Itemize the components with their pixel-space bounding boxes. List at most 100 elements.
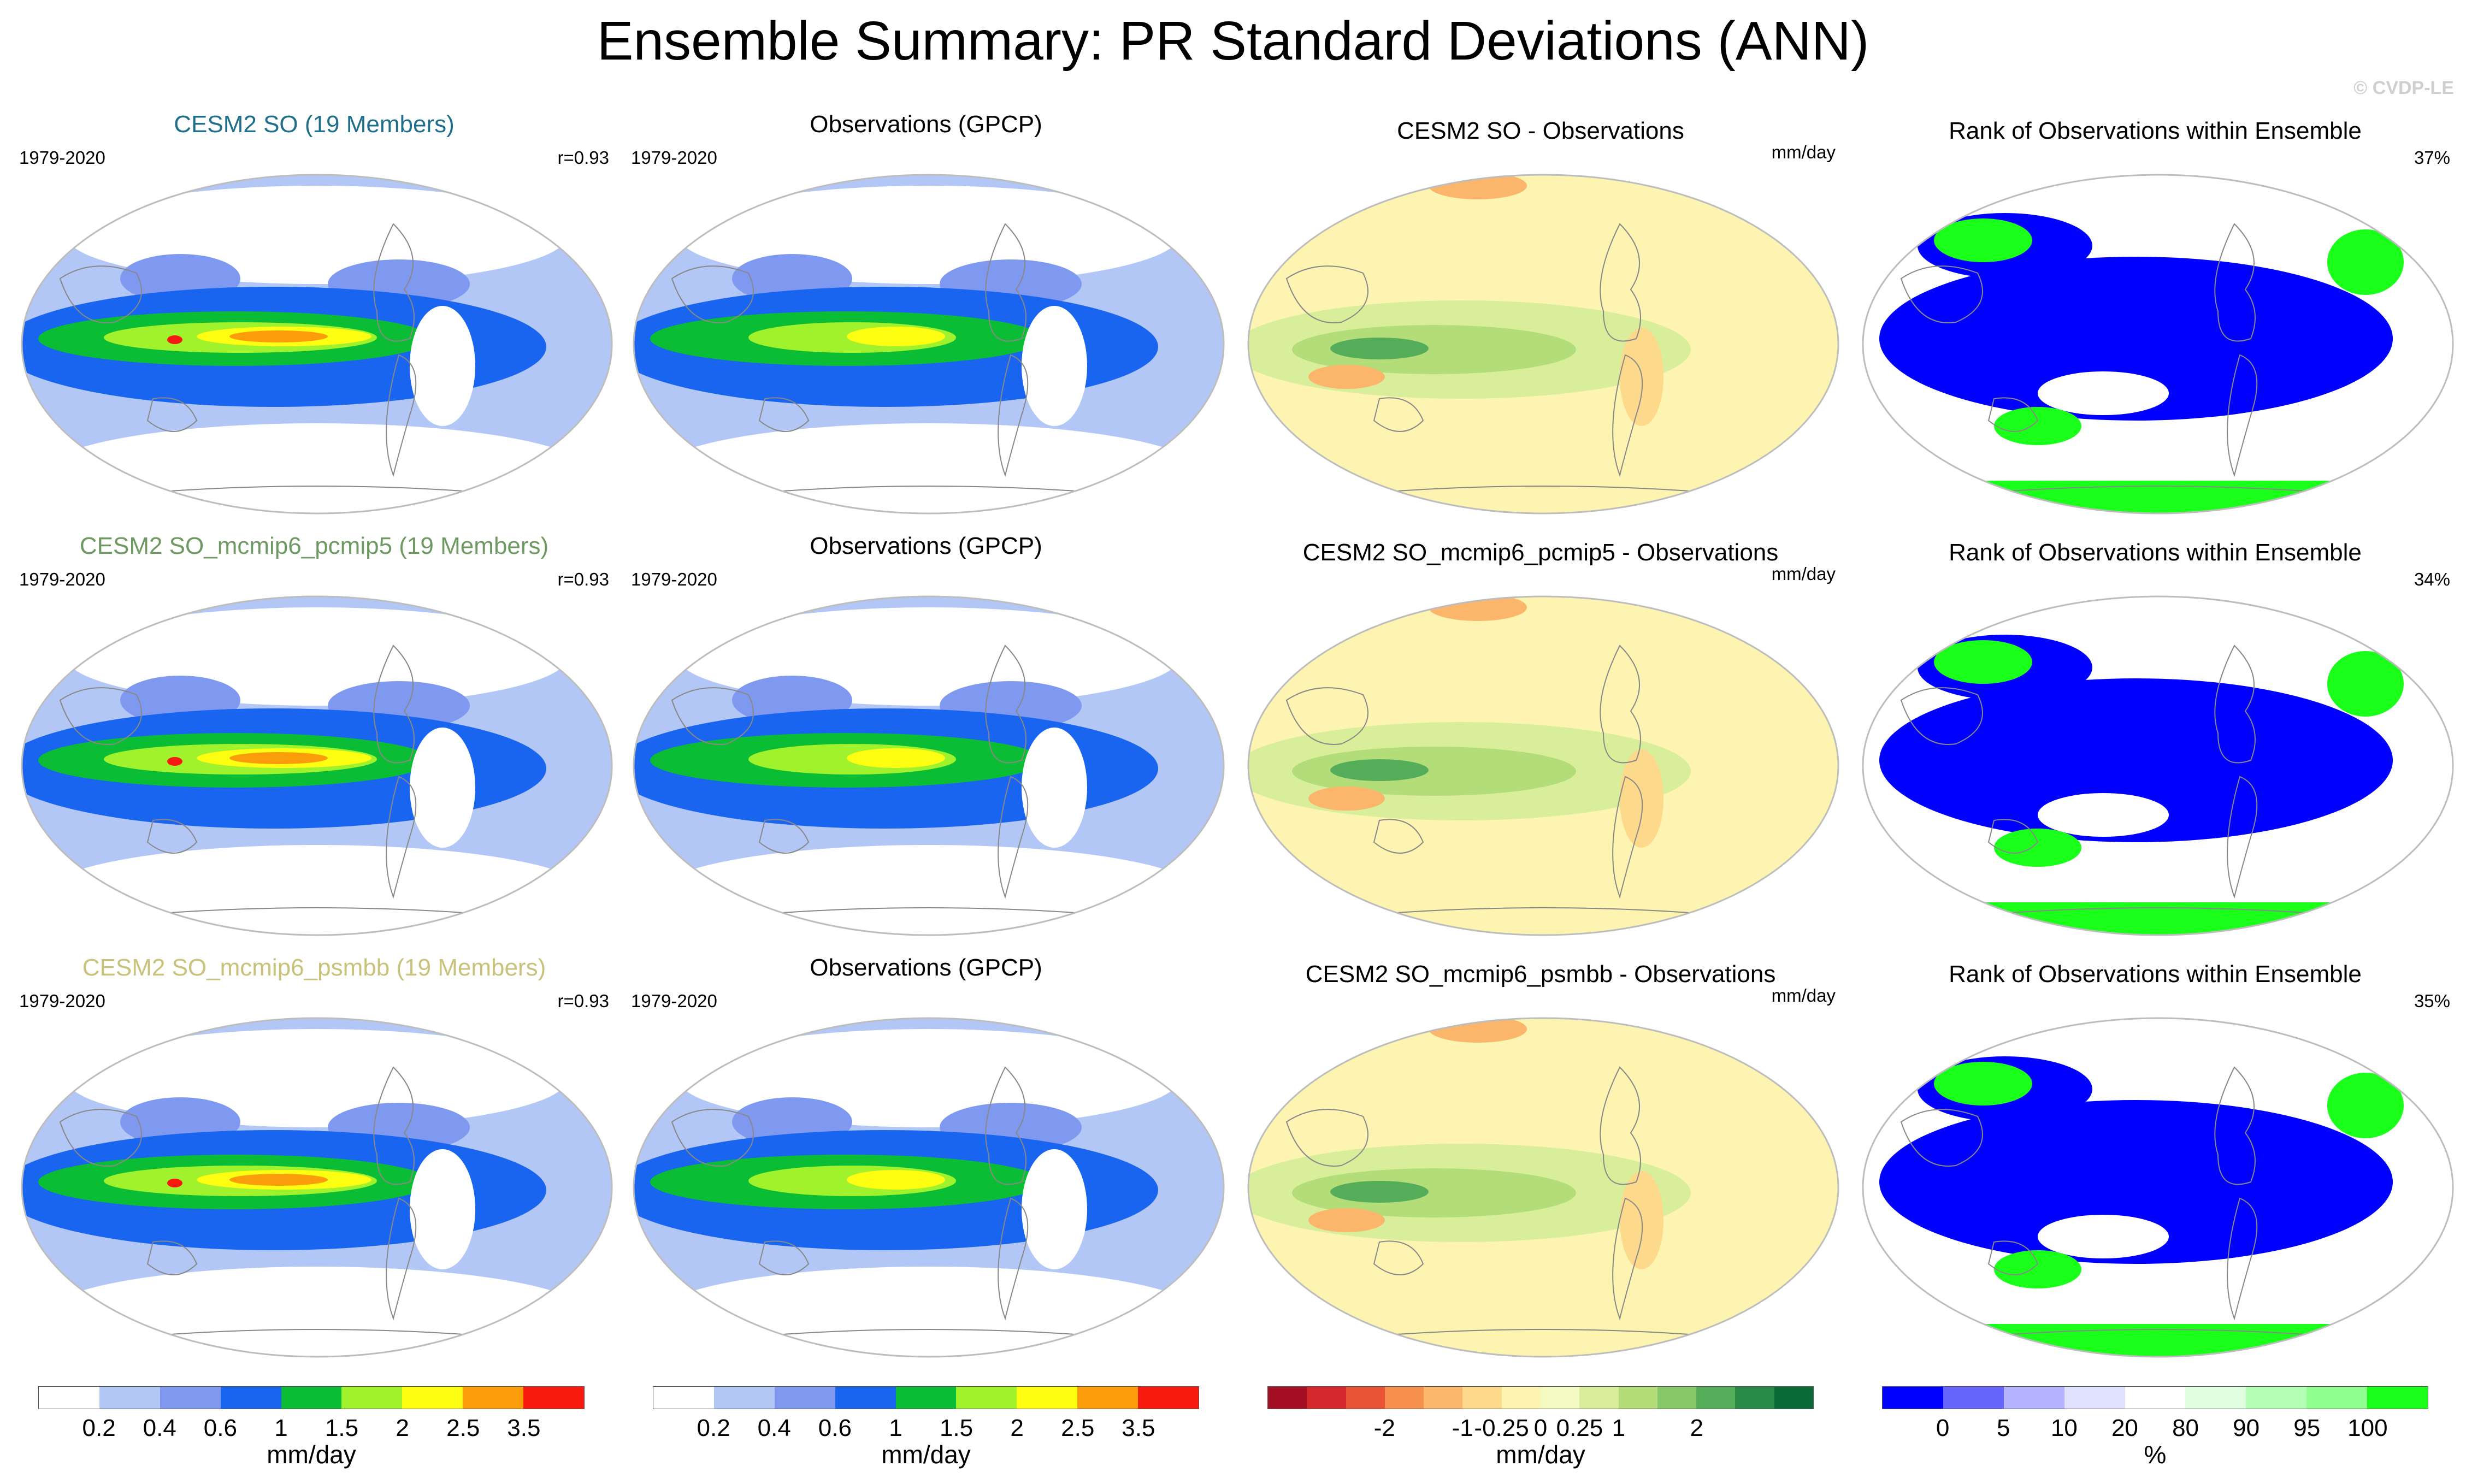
colorbar-tick-label: 1 — [889, 1415, 902, 1441]
obs-map — [633, 1017, 1225, 1358]
period-label: 1979-2020 — [19, 147, 105, 168]
map-diff-indian-ocean — [1308, 787, 1385, 811]
continent-outline-americas — [373, 223, 415, 342]
continent-outline-australia — [146, 1240, 198, 1275]
colorbar-swatch — [1696, 1387, 1736, 1409]
continent-outline-south-america — [2227, 776, 2258, 899]
colorbar-tick-label: 1 — [274, 1415, 288, 1441]
colorbar-swatch — [713, 1387, 775, 1409]
map-itcz-max — [229, 1174, 328, 1186]
map-itcz-extreme — [167, 1179, 182, 1187]
map-low-variance-south — [44, 423, 590, 513]
colorbar-swatch — [39, 1387, 99, 1409]
continent-outline-south-america — [2227, 1197, 2258, 1321]
map-low-variance-south — [44, 845, 590, 935]
map-dry-south-atlantic — [410, 306, 475, 426]
colorbar-swatch — [2185, 1387, 2246, 1409]
units-label: mm/day — [1771, 564, 1836, 584]
rank-percent-label: 37% — [2414, 147, 2450, 168]
panel-model-row2: CESM2 SO_mcmip6_pcmip5 (19 Members) 1979-… — [8, 531, 620, 946]
continent-outline-australia — [758, 819, 810, 854]
colorbar-tick-label: 90 — [2233, 1415, 2260, 1441]
map-diff-maritime-continent — [1330, 759, 1429, 781]
map-dry-south-atlantic — [1022, 306, 1087, 426]
map-dry-south-atlantic — [410, 728, 475, 848]
continent-outline-australia — [1373, 819, 1424, 854]
continent-outline-africa-europe — [1900, 687, 1983, 745]
colorbar-tick-label: 0.4 — [143, 1415, 176, 1441]
map-rank-low-band — [1879, 1100, 2393, 1264]
rank-colorbar: 0 5 10 20 80 90 95 100% — [1882, 1386, 2428, 1469]
colorbar-tick-label: 2 — [1690, 1415, 1703, 1441]
colorbar-swatch — [653, 1387, 714, 1409]
continent-outline-south-america — [386, 354, 417, 477]
map-rank-middle-patch — [2038, 371, 2169, 415]
rank-title: Rank of Observations within Ensemble — [1949, 539, 2362, 566]
obs-map — [633, 595, 1225, 936]
continent-outline-africa-europe — [671, 687, 754, 745]
colorbar-swatch — [99, 1387, 160, 1409]
colorbar-swatches — [1882, 1386, 2428, 1409]
colorbar-tick-label: 2.5 — [1061, 1415, 1095, 1441]
map-dry-south-atlantic — [1022, 1149, 1087, 1269]
continent-outline-africa-europe — [671, 265, 754, 323]
colorbar-swatch — [1943, 1387, 2004, 1409]
panel-rank-row3: Rank of Observations within Ensemble 35% — [1849, 953, 2461, 1368]
model-title: CESM2 SO_mcmip6_psmbb (19 Members) — [82, 954, 546, 981]
std-colorbar-obs: 0.2 0.4 0.6 1 1.5 2 2.5 3.5 mm/day — [653, 1386, 1199, 1469]
colorbar-swatch — [160, 1387, 221, 1409]
map-rank-high-northeast — [2327, 1073, 2404, 1138]
colorbar-swatch — [2306, 1387, 2368, 1409]
continent-outline-africa-europe — [59, 1109, 142, 1167]
colorbar-swatch — [774, 1387, 835, 1409]
colorbar-tick-label: 3.5 — [1122, 1415, 1155, 1441]
continent-outline-americas — [373, 1066, 415, 1185]
continent-outline-south-america — [998, 1197, 1029, 1321]
map-itcz-peak — [847, 1170, 945, 1190]
colorbar-units: mm/day — [881, 1440, 971, 1469]
continent-outline-africa-europe — [1900, 265, 1983, 323]
colorbar-tick-label: 0 — [1936, 1415, 1950, 1441]
period-label: 1979-2020 — [19, 991, 105, 1011]
map-itcz-extreme — [167, 757, 182, 766]
colorbar-swatch — [1384, 1387, 1424, 1409]
map-itcz-max — [229, 752, 328, 764]
colorbar-swatch — [1138, 1387, 1199, 1409]
continent-outline-americas — [1600, 223, 1641, 342]
rank-percent-label: 35% — [2414, 991, 2450, 1011]
colorbar-swatch — [1618, 1387, 1657, 1409]
colorbar-swatch — [1501, 1387, 1541, 1409]
map-rank-middle-patch — [2038, 1215, 2169, 1258]
colorbar-swatch — [341, 1387, 403, 1409]
continent-outline-australia — [1373, 397, 1424, 432]
rank-map — [1862, 1017, 2454, 1358]
colorbar-swatch — [402, 1387, 463, 1409]
colorbar-tick-label: -1 — [1452, 1415, 1473, 1441]
panel-diff-row1: CESM2 SO - Observations mm/day — [1235, 109, 1846, 524]
rank-map — [1862, 174, 2454, 515]
continent-outline-americas — [2214, 1066, 2256, 1185]
map-rank-high-south — [1994, 1250, 2081, 1288]
diff-colorbar: -2 -1 -0.25 0 0.25 1 2 mm/day — [1267, 1386, 1814, 1469]
colorbar-swatches — [38, 1386, 585, 1409]
continent-outline-africa-europe — [59, 687, 142, 745]
map-dry-south-atlantic — [410, 1149, 475, 1269]
colorbar-swatch — [1017, 1387, 1078, 1409]
colorbar-tick-label: 0.6 — [818, 1415, 852, 1441]
pattern-correlation-label: r=0.93 — [557, 991, 610, 1011]
diff-title: CESM2 SO_mcmip6_pcmip5 - Observations — [1302, 539, 1779, 566]
colorbar-tick-label: 10 — [2050, 1415, 2078, 1441]
colorbar-tick-label: 2 — [1010, 1415, 1024, 1441]
map-rank-high-north — [1934, 640, 2032, 684]
map-itcz-max — [229, 330, 328, 342]
continent-outline-africa-europe — [1285, 1109, 1368, 1167]
continent-outline-south-america — [1612, 1197, 1643, 1321]
colorbar-swatch — [220, 1387, 281, 1409]
continent-outline-africa-europe — [1285, 265, 1368, 323]
continent-outline-africa-europe — [1900, 1109, 1983, 1167]
colorbar-swatch — [2064, 1387, 2125, 1409]
continent-outline-south-america — [1612, 776, 1643, 899]
map-itcz-peak — [847, 748, 945, 768]
period-label: 1979-2020 — [631, 147, 717, 168]
colorbar-swatch — [956, 1387, 1017, 1409]
